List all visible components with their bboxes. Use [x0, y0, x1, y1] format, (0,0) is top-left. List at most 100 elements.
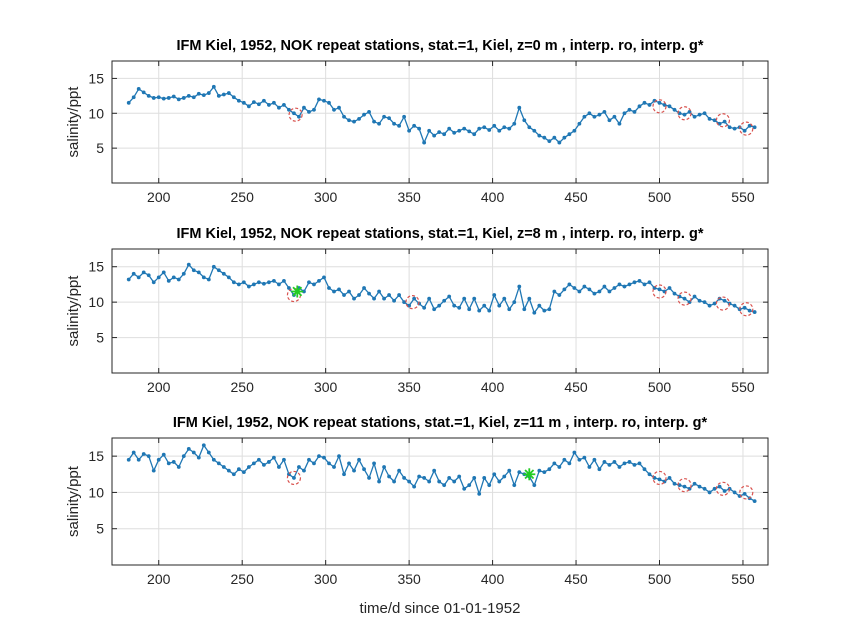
data-point [327, 286, 331, 290]
data-point [397, 293, 402, 297]
data-point [637, 461, 642, 466]
x-tick-label: 450 [564, 379, 588, 395]
data-point [337, 105, 341, 110]
data-point [327, 461, 331, 466]
data-point [397, 468, 402, 473]
data-point [412, 123, 417, 128]
data-point [151, 280, 156, 285]
x-tick-label: 500 [648, 571, 672, 587]
data-point [126, 100, 131, 105]
data-point [642, 282, 647, 287]
data-point [707, 116, 712, 121]
data-point [712, 118, 717, 123]
data-point [136, 275, 141, 280]
data-point [437, 303, 442, 308]
data-point [742, 491, 747, 496]
data-point [141, 90, 146, 95]
data-point [542, 135, 547, 140]
data-point [402, 476, 407, 480]
axes-frame [111, 248, 769, 374]
data-point [702, 300, 707, 305]
data-point [211, 84, 216, 89]
data-point [407, 128, 412, 133]
data-point [201, 275, 206, 280]
data-point [607, 289, 612, 294]
data-point [532, 310, 537, 315]
data-point [472, 132, 477, 137]
data-point [176, 465, 181, 469]
data-point [417, 126, 422, 131]
data-point [467, 307, 472, 312]
data-point [717, 121, 722, 126]
data-point [231, 472, 236, 477]
data-point [487, 128, 492, 132]
x-tick-label: 400 [481, 379, 505, 395]
data-point [151, 96, 156, 100]
data-point [742, 128, 747, 133]
data-point [697, 298, 702, 303]
marker-circle [652, 284, 667, 299]
data-point [657, 100, 662, 105]
marker-circle [677, 291, 692, 306]
data-point [161, 270, 166, 275]
data-point [236, 98, 241, 103]
data-point [577, 457, 582, 462]
data-point [141, 270, 146, 275]
data-point [692, 481, 697, 486]
chart-panel-1: 200 250 300 350 400 450 500 550 5 10 15 IFM Kiel, 1… [65, 38, 769, 205]
data-point [332, 465, 336, 469]
data-point [332, 107, 336, 112]
data-point [407, 303, 412, 308]
data-point [537, 303, 542, 308]
data-point [211, 457, 216, 462]
data-point [427, 128, 432, 133]
data-point [302, 105, 306, 110]
marker-circle [405, 295, 420, 310]
data-point [612, 460, 617, 464]
data-point [397, 123, 402, 128]
data-point [712, 301, 717, 306]
data-point [632, 109, 637, 114]
x-tick-label: 250 [231, 571, 255, 587]
data-point [171, 94, 176, 99]
data-point [722, 119, 727, 124]
data-point [667, 104, 672, 109]
data-point [512, 121, 517, 126]
data-point [477, 126, 482, 131]
data-point [191, 95, 196, 100]
data-point [156, 95, 161, 100]
data-point [221, 92, 226, 97]
data-point [272, 278, 276, 283]
data-point [392, 298, 396, 303]
data-point [622, 284, 627, 289]
axes-frame [111, 60, 769, 184]
data-point [592, 457, 597, 462]
y-tick-label: 15 [88, 259, 104, 275]
data-point [206, 277, 211, 282]
data-point [417, 474, 422, 479]
data-point [747, 308, 752, 313]
data-point [697, 484, 702, 489]
data-point [251, 100, 256, 105]
chart-title: IFM Kiel, 1952, NOK repeat stations, sta… [177, 38, 704, 54]
data-point [277, 465, 281, 469]
chart-panel-2: 200 250 300 350 400 450 500 550 5 10 15 IFM Kiel, 1… [65, 226, 769, 395]
data-point [462, 126, 467, 131]
data-point [206, 91, 211, 95]
data-point [297, 465, 301, 469]
axes-frame [111, 437, 769, 566]
data-point [272, 100, 276, 105]
data-point [387, 474, 391, 479]
data-point [166, 96, 171, 100]
data-point [312, 461, 316, 466]
data-point [467, 483, 472, 488]
data-point [667, 476, 672, 480]
data-point [752, 125, 757, 130]
data-point [287, 107, 291, 112]
data-point [517, 105, 522, 110]
data-point [537, 133, 542, 138]
data-point [221, 271, 226, 276]
x-tick-label: 400 [481, 189, 505, 205]
data-point [637, 104, 642, 109]
data-point [131, 450, 136, 455]
